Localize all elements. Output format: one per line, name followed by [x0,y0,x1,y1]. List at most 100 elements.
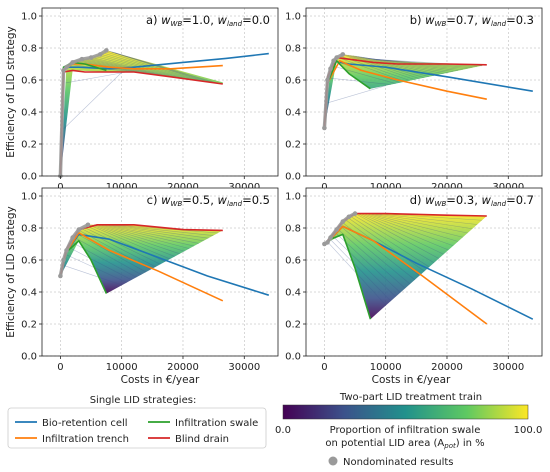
nondominated-point [322,125,327,131]
nondominated-point [331,58,336,64]
nondominated-point [76,227,82,232]
panels-layer: 0.0 0.2 0.4 0.6 0.8 1.0 0 10000 20000 30000 a) wWB… [21,7,543,373]
treatment-train-line [112,224,214,236]
treatment-train-line [75,233,147,273]
legend-label-blind: Blind drain [175,434,229,445]
panel-title: a) wWB=1.0, wland=0.0 [146,13,270,28]
y-tick-label: 0.0 [285,352,301,363]
treatment-train-line [83,226,161,265]
nondominated-point [334,55,339,60]
nondominated-marker [328,456,338,466]
treatment-train-line [370,213,468,234]
nondominated-point [340,219,346,224]
x-axis-label-right: Costs in €/year [372,374,451,386]
nondominated-point [70,235,75,240]
treatment-train-line [331,235,396,298]
treatment-train-band [324,213,487,320]
y-tick-label: 0.0 [21,352,37,363]
x-tick-label: 0 [57,182,63,193]
nondominated-point [97,52,103,57]
treatment-train-line [363,213,454,247]
treatment-train-line [70,241,137,278]
panel-b: 0.0 0.2 0.4 0.6 0.8 1.0 0 10000 20000 30000 b) wWB… [285,7,543,193]
nondominated-point [85,222,91,228]
treatment-train-line [80,228,156,268]
y-axis-label-top: Efficiency of LID strategy [5,26,17,158]
colorbar-label-line1: Proportion of infiltration swale [330,425,481,436]
nondominated-point [58,273,63,279]
y-tick-label: 0.6 [21,76,37,87]
colorbar-title: Two-part LID treatment train [339,392,482,403]
treatment-train-line [104,224,199,244]
x-tick-label: 20000 [167,362,199,373]
panel-title: d) wWB=0.3, wland=0.7 [410,193,534,208]
legend-label-swale: Infiltration swale [175,418,258,429]
x-tick-label: 10000 [370,362,402,373]
panel-c: 0.0 0.2 0.4 0.6 0.8 1.0 0 10000 20000 30000 c) wWB… [21,187,279,373]
treatment-train-line [91,224,175,257]
treatment-train-line [347,217,425,272]
y-tick-label: 0.8 [21,224,37,235]
treatment-train-line [337,56,406,82]
nondominated-point [346,214,352,220]
treatment-train-line [368,213,463,238]
nondominated-point [328,66,333,72]
colorbar-min-label: 0.0 [275,425,291,436]
y-tick-label: 0.2 [21,320,37,331]
x-tick-label: 30000 [492,362,524,373]
nondominated-point [325,77,330,83]
treatment-train-line [373,213,473,230]
nondominated-point [70,60,75,65]
treatment-train-line [350,55,430,77]
panel-title: b) wWB=0.7, wland=0.3 [410,13,534,28]
y-tick-label: 0.6 [285,256,301,267]
treatment-train-line [352,214,435,264]
x-tick-label: 20000 [167,182,199,193]
x-tick-label: 20000 [431,182,463,193]
y-tick-label: 0.8 [285,44,301,55]
panel-d: 0.0 0.2 0.4 0.6 0.8 1.0 0 10000 20000 30000 d) wWB… [285,187,543,373]
treatment-train-line [365,213,459,242]
treatment-train-line [360,56,449,74]
treatment-train-line [350,215,430,268]
nondominated-point [340,52,346,57]
treatment-train-line [65,71,127,84]
y-tick-label: 0.8 [285,224,301,235]
treatment-train-line [109,224,209,239]
panel-title: c) wWB=0.5, wland=0.5 [147,193,270,208]
y-tick-label: 0.0 [285,172,301,183]
treatment-train-line [68,246,132,281]
colorbar [282,404,529,420]
y-tick-label: 0.2 [285,320,301,331]
y-tick-label: 0.4 [21,288,37,299]
nondominated-point [64,64,69,70]
x-tick-label: 0 [321,362,327,373]
treatment-train-line [376,59,478,68]
nondominated-point [79,56,85,62]
treatment-train-line [111,51,214,83]
treatment-train-line [347,54,425,78]
y-tick-label: 1.0 [285,192,301,203]
panel-frame [305,7,543,177]
treatment-train-line [357,213,444,255]
y-tick-label: 1.0 [21,12,37,23]
treatment-train-line [93,224,180,255]
legend-label-bio: Bio-retention cell [42,418,128,429]
treatment-train-line [99,224,190,249]
nondominated-point [88,55,94,60]
y-tick-label: 0.2 [21,140,37,151]
nondominated-point [64,248,69,253]
x-tick-label: 10000 [106,182,138,193]
x-tick-label: 20000 [431,362,463,373]
nondominated-point [328,235,333,240]
panel-frame [305,187,543,357]
y-tick-label: 0.4 [285,108,301,119]
nondominated-point [61,68,66,73]
nondominated-point [325,240,330,245]
y-tick-label: 1.0 [21,192,37,203]
treatment-train-line [376,213,478,225]
nondominated-point [104,48,109,53]
treatment-train-line [88,224,171,260]
nondominated-point [334,227,339,232]
treatment-train-line [329,238,392,302]
